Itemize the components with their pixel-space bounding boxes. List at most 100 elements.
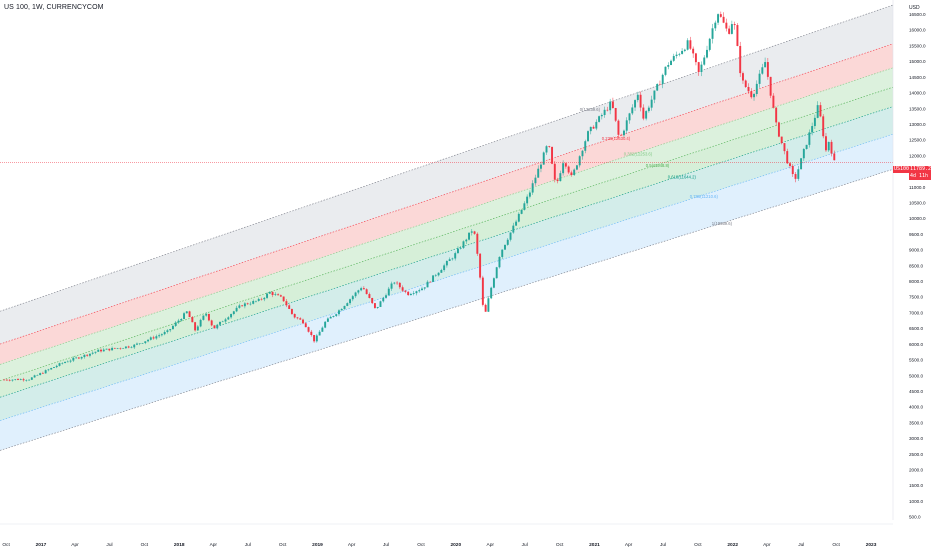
candle-body-94	[263, 297, 266, 300]
candle-body-281	[780, 136, 783, 144]
candle-body-224	[623, 130, 625, 136]
candle-body-106	[296, 317, 299, 319]
candle-body-149	[415, 291, 418, 294]
fib-level-label-5: 0.786(11210.6)	[690, 194, 719, 199]
price-tick-25: 13000.0	[909, 122, 926, 127]
symbol-badge: US100	[893, 166, 911, 173]
candle-body-38	[108, 348, 111, 351]
candle-body-289	[802, 148, 805, 159]
candle-body-151	[421, 288, 423, 291]
price-tick-8: 4500.0	[909, 389, 923, 394]
candle-body-166	[462, 241, 465, 248]
price-tick-6: 3500.0	[909, 420, 923, 425]
price-tick-28: 14500.0	[909, 75, 926, 80]
fib-band-1	[0, 43, 893, 365]
candle-body-215	[598, 116, 601, 122]
candle-body-2	[8, 380, 11, 381]
candle-body-256	[711, 28, 714, 39]
candle-body-165	[459, 247, 462, 249]
candle-body-294	[816, 105, 819, 118]
candle-body-206	[573, 169, 576, 175]
candle-body-183	[509, 232, 512, 240]
fib-band-5	[0, 134, 893, 451]
candle-body-280	[777, 122, 780, 137]
fib-level-label-3: 0.5(11948.8)	[646, 163, 670, 168]
candle-body-16	[47, 369, 50, 371]
candle-body-162	[451, 258, 454, 260]
candle-body-274	[761, 67, 764, 74]
candle-body-259	[719, 14, 722, 17]
candle-body-152	[423, 287, 426, 289]
candle-body-110	[307, 327, 310, 332]
candle-body-264	[733, 24, 736, 26]
candle-body-236	[656, 84, 659, 91]
candle-body-78	[219, 321, 221, 325]
price-tick-16: 8500.0	[909, 263, 923, 268]
candle-body-111	[310, 331, 313, 336]
candle-body-271	[753, 94, 755, 98]
candle-body-150	[418, 290, 421, 292]
candle-body-284	[789, 163, 791, 166]
candle-body-255	[708, 38, 711, 50]
candle-body-52	[147, 339, 150, 342]
time-tick-0: Oct	[2, 542, 10, 548]
candle-body-103	[288, 305, 291, 309]
price-tick-31: 16000.0	[909, 28, 926, 33]
candle-body-278	[772, 95, 775, 108]
candle-body-129	[360, 288, 363, 291]
time-tick-4: Oct	[141, 542, 149, 548]
candle-body-13	[39, 373, 42, 375]
candle-body-186	[517, 213, 520, 222]
time-tick-2: Apr	[71, 542, 79, 548]
price-tick-32: 16500.0	[909, 12, 926, 17]
time-tick-18: Apr	[625, 542, 633, 548]
time-axis[interactable]: Oct 2017 Apr Jul Oct 2018 Apr Jul Oct 2019 Apr Jul O…	[0, 523, 893, 550]
candle-body-187	[520, 209, 523, 214]
candle-body-159	[443, 265, 446, 271]
candle-body-235	[653, 90, 656, 100]
candle-body-140	[390, 283, 393, 289]
price-tick-30: 15500.0	[909, 43, 926, 48]
candle-body-35	[100, 349, 102, 352]
candle-body-101	[282, 296, 285, 302]
candle-body-104	[290, 308, 293, 314]
time-tick-5: 2018	[174, 542, 185, 548]
candle-body-222	[617, 120, 620, 135]
candle-body-15	[44, 370, 47, 374]
candle-body-223	[620, 134, 623, 136]
candle-body-53	[149, 337, 152, 340]
price-tick-21: 11000.0	[909, 185, 926, 190]
candle-body-180	[501, 249, 504, 257]
fib-band-0	[0, 5, 893, 345]
candle-body-0	[3, 379, 6, 381]
candle-body-253	[703, 57, 706, 65]
candle-body-88	[246, 303, 249, 305]
time-tick-labels: Oct 2017 Apr Jul Oct 2018 Apr Jul Oct 2019 Apr Jul O…	[2, 542, 876, 548]
candle-body-192	[534, 177, 537, 184]
candle-body-157	[437, 272, 440, 276]
candle-body-181	[504, 244, 506, 250]
candle-body-241	[670, 60, 672, 66]
candle-body-65	[183, 313, 185, 319]
candle-body-130	[362, 288, 365, 290]
candle-body-122	[340, 309, 343, 311]
candle-body-22	[64, 361, 67, 363]
candle-body-230	[639, 94, 642, 108]
candle-body-265	[736, 25, 739, 46]
candle-body-58	[163, 331, 166, 335]
candle-body-194	[540, 164, 542, 169]
candle-body-44	[124, 346, 127, 349]
candle-body-220	[611, 101, 614, 108]
price-axis[interactable]: USD 500.0 1000.0 1500.0 2000.0 2500.0 3000.0 3…	[892, 0, 932, 520]
candle-body-40	[113, 347, 116, 349]
candle-body-221	[614, 107, 617, 121]
candle-body-32	[91, 352, 94, 354]
time-tick-1: 2017	[36, 542, 47, 548]
candle-body-108	[302, 319, 304, 324]
candle-body-51	[144, 341, 147, 344]
candle-body-209	[581, 150, 584, 157]
candle-body-127	[354, 292, 357, 297]
time-tick-22: Apr	[763, 542, 771, 548]
